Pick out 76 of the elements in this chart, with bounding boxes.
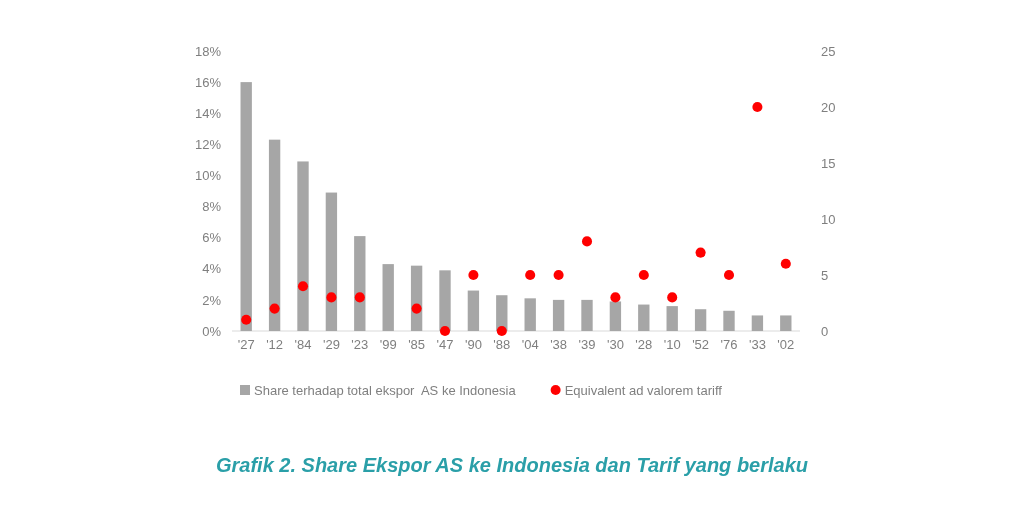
x-tick-label: '12: [266, 337, 284, 353]
bar: [666, 306, 678, 331]
bar: [325, 192, 338, 331]
y-tick-label: 14%: [194, 105, 222, 121]
y-tick-label: 2%: [202, 292, 222, 308]
point: [269, 303, 280, 314]
point: [241, 314, 252, 325]
bar: [780, 315, 792, 331]
y2-tick-label: 25: [821, 43, 836, 59]
x-tick-label: '88: [493, 337, 511, 353]
y2-tick-label: 5: [821, 267, 829, 283]
y2-tick-label: 10: [821, 211, 836, 227]
bar: [439, 270, 451, 331]
bar: [609, 301, 622, 331]
x-tick-label: '85: [408, 337, 426, 353]
x-tick-label: '90: [464, 337, 482, 353]
x-tick-label: '04: [521, 337, 539, 353]
x-tick-label: '39: [578, 337, 596, 353]
bar: [581, 299, 593, 331]
point: [553, 269, 564, 281]
x-tick-label: '38: [550, 337, 568, 353]
point: [297, 281, 309, 292]
y-tick-label: 6%: [202, 230, 222, 246]
x-tick-label: '28: [635, 337, 653, 353]
point: [752, 101, 763, 113]
x-tick-label: '10: [663, 337, 681, 353]
y-tick-label: 12%: [194, 136, 222, 152]
point: [354, 292, 365, 303]
x-tick-label: '84: [294, 337, 312, 353]
bar: [723, 310, 735, 331]
bar: [552, 299, 565, 331]
point: [581, 236, 593, 247]
bar: [638, 304, 650, 331]
point: [326, 292, 337, 303]
point: [695, 247, 706, 258]
x-tick-label: '29: [322, 337, 340, 353]
x-tick-label: '52: [692, 337, 710, 353]
legend-label: Equivalent ad valorem tariff: [564, 383, 723, 398]
x-tick-label: '47: [436, 337, 454, 353]
point: [723, 269, 735, 281]
x-tick-label: '02: [777, 337, 795, 353]
bar: [467, 290, 480, 331]
x-tick-label: '76: [720, 337, 738, 353]
bar: [297, 161, 309, 331]
y-tick-label: 4%: [202, 261, 222, 277]
y2-tick-label: 0: [821, 323, 829, 339]
point: [610, 292, 621, 303]
point: [411, 303, 422, 314]
x-tick-label: '27: [237, 337, 255, 353]
bar: [354, 236, 366, 331]
bar: [694, 309, 707, 331]
x-tick-label: '23: [351, 337, 369, 353]
point: [667, 292, 678, 303]
y2-tick-label: 20: [821, 99, 836, 115]
text: Grafik 2. Share Ekspor AS ke Indonesia dan Tarif yang berlaku: [215, 454, 809, 476]
bar: [268, 139, 281, 331]
point: [780, 258, 791, 269]
y-tick-label: 8%: [202, 199, 222, 215]
x-tick-label: '33: [748, 337, 766, 353]
y-tick-label: 0%: [202, 323, 222, 339]
y-tick-label: 16%: [194, 74, 222, 90]
bar: [524, 298, 536, 331]
x-tick-label: '99: [379, 337, 397, 353]
bar: [751, 315, 764, 331]
point: [496, 325, 507, 337]
legend-label: Share terhadap total ekspor AS ke Indonesia: [254, 383, 517, 398]
bar: [382, 264, 394, 331]
point: [525, 269, 536, 281]
y-tick-label: 10%: [194, 168, 222, 184]
point: [468, 269, 479, 281]
point: [439, 325, 451, 337]
y2-tick-label: 15: [821, 155, 836, 171]
bar: [240, 82, 252, 331]
point: [638, 269, 649, 281]
y-tick-label: 18%: [194, 43, 222, 59]
x-tick-label: '30: [606, 337, 624, 353]
